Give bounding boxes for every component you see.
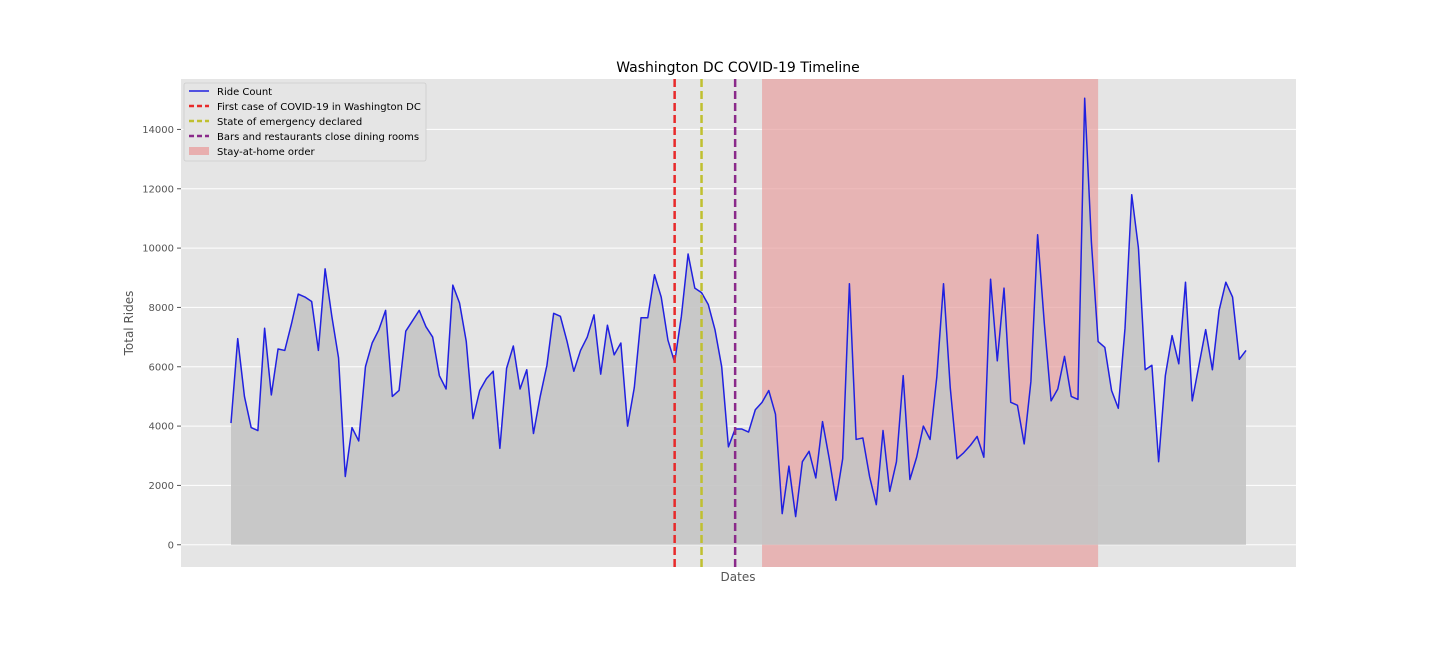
- y-tick-label: 14000: [142, 125, 174, 136]
- x-axis-label: Dates: [721, 570, 756, 584]
- legend-label-stay-home: Stay-at-home order: [217, 147, 315, 158]
- ride-count-area: [231, 98, 1246, 545]
- legend-label-first-case: First case of COVID-19 in Washington DC: [217, 102, 421, 113]
- legend-box: [183, 82, 427, 162]
- legend-label-emergency: State of emergency declared: [217, 117, 362, 128]
- y-tick-label: 8000: [149, 303, 174, 314]
- y-tick-label: 2000: [149, 481, 174, 492]
- legend: Ride Count First case of COVID-19 in Was…: [183, 82, 427, 162]
- y-tick-label: 10000: [142, 244, 174, 255]
- ride-count-line: [230, 97, 1247, 518]
- y-tick-label: 4000: [149, 422, 174, 433]
- legend-label-ride-count: Ride Count: [217, 87, 272, 98]
- y-axis-label: Total Rides: [122, 291, 136, 357]
- y-tick-label: 0: [168, 540, 174, 551]
- legend-label-bars-close: Bars and restaurants close dining rooms: [217, 132, 419, 143]
- y-tick-label: 6000: [149, 362, 174, 373]
- legend-swatch-stay-home: [189, 147, 209, 155]
- chart-title: Washington DC COVID-19 Timeline: [616, 60, 860, 76]
- y-ticks: 0 2000 4000 6000 8000 10000 12000 14000: [142, 125, 181, 551]
- y-tick-label: 12000: [142, 184, 174, 195]
